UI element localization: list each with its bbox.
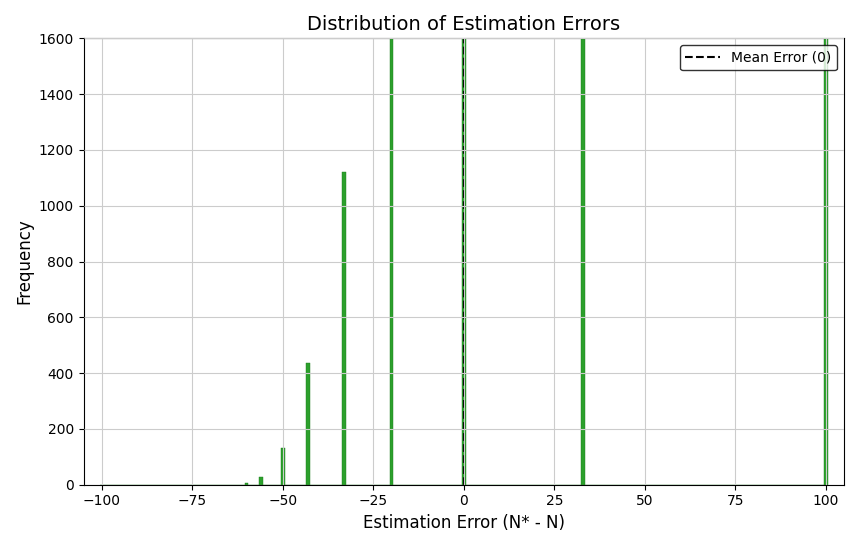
Bar xyxy=(245,484,248,485)
Bar xyxy=(389,0,393,485)
Mean Error (0) xyxy=(459,481,469,488)
Bar xyxy=(462,0,466,485)
Bar xyxy=(307,363,310,485)
Legend: Mean Error (0): Mean Error (0) xyxy=(679,45,837,71)
Bar xyxy=(259,477,263,485)
Bar xyxy=(824,0,828,485)
Mean Error (0) xyxy=(459,481,469,488)
Title: Distribution of Estimation Errors: Distribution of Estimation Errors xyxy=(308,15,620,34)
Y-axis label: Frequency: Frequency xyxy=(15,219,33,304)
Bar xyxy=(582,0,585,485)
Bar xyxy=(343,172,346,485)
Bar xyxy=(281,448,284,485)
X-axis label: Estimation Error (N* - N): Estimation Error (N* - N) xyxy=(362,514,564,532)
